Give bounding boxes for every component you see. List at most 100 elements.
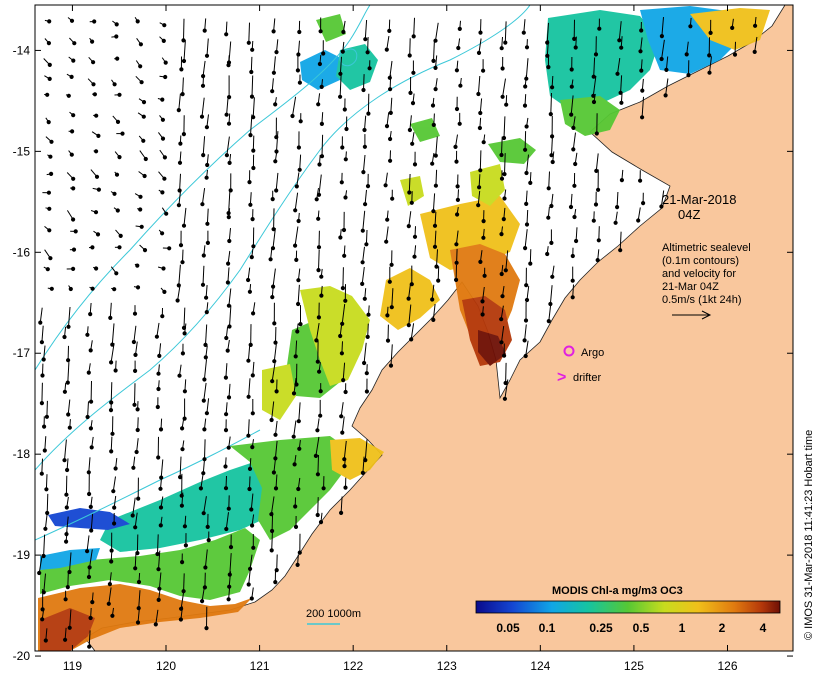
velocity-vector-head bbox=[296, 301, 301, 307]
velocity-vector-head bbox=[224, 153, 229, 158]
velocity-vector-head bbox=[43, 526, 48, 531]
velocity-vector-head bbox=[593, 52, 599, 57]
velocity-vector bbox=[181, 492, 184, 506]
velocity-vector-head bbox=[227, 324, 232, 329]
velocity-vector-head bbox=[339, 351, 344, 356]
velocity-vector-head bbox=[62, 458, 67, 463]
velocity-vector bbox=[391, 288, 394, 308]
velocity-vector-head bbox=[295, 329, 300, 334]
velocity-vector-head bbox=[38, 320, 43, 325]
velocity-vector bbox=[297, 40, 300, 55]
velocity-vector-head bbox=[524, 283, 529, 288]
velocity-vector bbox=[202, 459, 205, 474]
velocity-vector bbox=[136, 438, 139, 453]
velocity-vector-head bbox=[40, 617, 45, 622]
velocity-vector bbox=[205, 285, 208, 298]
velocity-vector-head bbox=[407, 53, 412, 58]
velocity-vector-head bbox=[156, 386, 161, 392]
velocity-vector-head bbox=[203, 342, 208, 347]
colorbar-tick-1: 0.1 bbox=[539, 621, 556, 635]
velocity-vector-head bbox=[364, 371, 369, 376]
lon-tick-label: 121 bbox=[250, 659, 270, 673]
velocity-vector bbox=[413, 17, 415, 37]
velocity-vector bbox=[342, 362, 346, 381]
velocity-vector bbox=[41, 325, 44, 343]
velocity-vector bbox=[363, 342, 367, 364]
velocity-vector-head bbox=[454, 277, 459, 282]
velocity-vector-head bbox=[87, 644, 92, 649]
velocity-vector bbox=[206, 114, 209, 128]
velocity-vector-head bbox=[251, 311, 256, 316]
velocity-vector-head bbox=[362, 144, 367, 149]
velocity-vector-head bbox=[167, 246, 172, 251]
velocity-vector-head bbox=[115, 56, 120, 61]
velocity-vector-head bbox=[204, 310, 209, 315]
velocity-vector-head bbox=[293, 504, 298, 509]
velocity-vector bbox=[202, 60, 206, 77]
velocity-vector-head bbox=[341, 29, 346, 35]
velocity-vector-head bbox=[201, 153, 206, 158]
velocity-vector bbox=[479, 98, 483, 114]
velocity-vector bbox=[525, 190, 528, 204]
velocity-vector bbox=[293, 378, 297, 394]
velocity-vector bbox=[182, 249, 184, 263]
velocity-vector-head bbox=[224, 32, 229, 37]
velocity-vector bbox=[298, 402, 301, 422]
velocity-vector-head bbox=[270, 89, 275, 94]
velocity-vector bbox=[478, 38, 482, 53]
velocity-vector-head bbox=[201, 398, 206, 403]
velocity-vector-head bbox=[246, 277, 251, 283]
velocity-vector-head bbox=[69, 152, 74, 157]
velocity-vector bbox=[43, 345, 46, 360]
velocity-vector-head bbox=[177, 373, 182, 378]
velocity-vector bbox=[225, 21, 228, 35]
velocity-vector bbox=[572, 284, 574, 298]
velocity-vector-head bbox=[226, 395, 232, 400]
velocity-vector-head bbox=[293, 208, 298, 213]
velocity-vector bbox=[203, 496, 207, 514]
velocity-vector bbox=[228, 383, 231, 398]
velocity-vector-head bbox=[274, 188, 279, 193]
velocity-vector-head bbox=[111, 489, 116, 494]
velocity-vector-head bbox=[177, 188, 182, 193]
velocity-vector-head bbox=[664, 67, 669, 73]
velocity-vector-head bbox=[619, 45, 624, 50]
velocity-vector-head bbox=[249, 69, 254, 75]
velocity-vector bbox=[661, 39, 665, 60]
velocity-vector bbox=[134, 383, 136, 405]
velocity-vector bbox=[437, 266, 440, 281]
velocity-vector-head bbox=[198, 486, 203, 491]
velocity-vector bbox=[183, 573, 185, 592]
bathy-label: 200 1000m bbox=[306, 608, 361, 620]
velocity-vector bbox=[248, 378, 251, 397]
velocity-vector-head bbox=[115, 208, 120, 213]
velocity-vector-head bbox=[343, 485, 348, 490]
velocity-vector-head bbox=[155, 551, 160, 557]
velocity-vector-head bbox=[246, 40, 251, 45]
velocity-vector-head bbox=[499, 271, 504, 277]
velocity-vector-head bbox=[591, 218, 596, 223]
velocity-vector bbox=[526, 154, 529, 174]
velocity-vector-head bbox=[315, 512, 320, 518]
velocity-vector-head bbox=[42, 424, 47, 429]
velocity-vector-head bbox=[112, 191, 117, 196]
lon-tick-label: 120 bbox=[156, 659, 176, 673]
velocity-vector bbox=[436, 249, 438, 267]
velocity-vector bbox=[271, 362, 276, 382]
velocity-vector-head bbox=[135, 263, 140, 268]
velocity-vector-head bbox=[640, 115, 645, 120]
velocity-vector bbox=[367, 323, 369, 337]
velocity-vector-head bbox=[160, 314, 165, 319]
velocity-vector-head bbox=[246, 358, 251, 363]
velocity-vector-head bbox=[321, 51, 326, 56]
lon-tick-label: 126 bbox=[717, 659, 737, 673]
velocity-vector-head bbox=[153, 622, 158, 627]
velocity-vector-head bbox=[504, 102, 509, 107]
velocity-vector-head bbox=[164, 211, 169, 216]
velocity-vector-head bbox=[524, 297, 530, 303]
velocity-vector-head bbox=[180, 560, 185, 565]
velocity-vector-head bbox=[70, 129, 75, 134]
velocity-vector bbox=[160, 459, 164, 478]
velocity-vector-head bbox=[162, 23, 167, 28]
velocity-vector-head bbox=[94, 266, 99, 271]
